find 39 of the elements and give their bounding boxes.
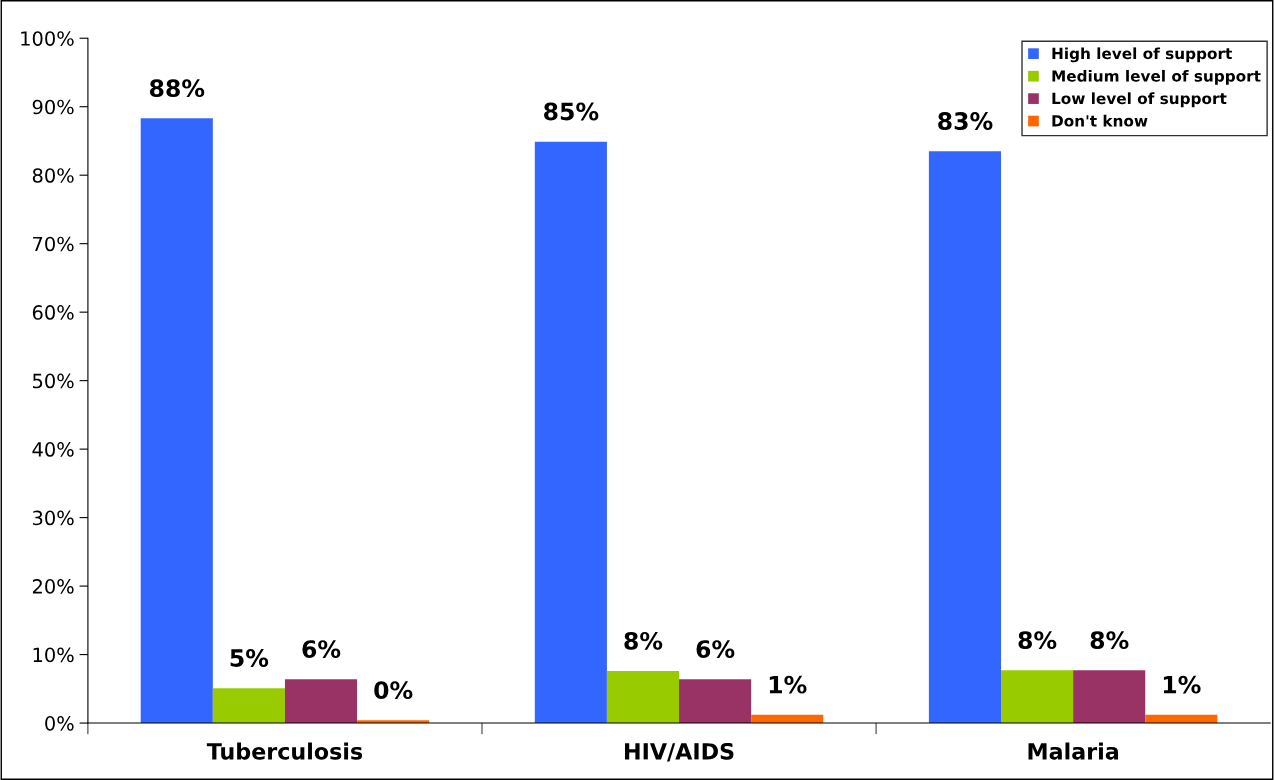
data-label: 6% — [696, 640, 735, 658]
y-tick-label: 100% — [21, 31, 74, 46]
bar — [1001, 670, 1074, 724]
bar — [1073, 670, 1146, 724]
y-tick-label: 50% — [32, 373, 74, 389]
bar — [140, 118, 213, 724]
y-tick-label: 80% — [32, 168, 74, 183]
legend-label: Low level of support — [1052, 92, 1227, 108]
bar — [606, 671, 680, 724]
y-tick-label: 20% — [32, 579, 74, 594]
data-label: 8% — [1018, 631, 1057, 650]
legend-label: High level of support — [1052, 47, 1232, 63]
data-label: 6% — [302, 640, 341, 658]
x-tick-label: Malaria — [1028, 742, 1119, 760]
x-tick-label: HIV/AIDS — [625, 742, 734, 762]
bar — [679, 679, 752, 724]
data-label: 0% — [374, 681, 413, 700]
data-label: 5% — [230, 649, 269, 667]
data-label: 1% — [769, 675, 807, 694]
data-label: 1% — [1163, 675, 1201, 694]
y-tick-label: 10% — [33, 647, 74, 663]
data-label: 8% — [624, 631, 663, 650]
y-tick-label: 60% — [32, 305, 74, 320]
bar — [212, 688, 285, 724]
bar — [534, 141, 607, 724]
data-label: 83% — [938, 112, 993, 130]
y-tick-label: 30% — [32, 510, 74, 526]
bar — [928, 151, 1002, 724]
y-tick-label: 70% — [33, 236, 74, 252]
y-tick-label: 0% — [45, 716, 74, 731]
data-label: 88% — [149, 79, 205, 98]
legend-label: Don't know — [1052, 114, 1148, 127]
bar — [284, 679, 358, 724]
data-label: 85% — [544, 102, 599, 121]
x-tick-label: Tuberculosis — [206, 742, 363, 760]
y-tick-label: 40% — [32, 442, 74, 457]
y-tick-label: 90% — [32, 99, 74, 115]
legend-label: Medium level of support — [1052, 69, 1261, 85]
data-label: 8% — [1090, 631, 1129, 650]
